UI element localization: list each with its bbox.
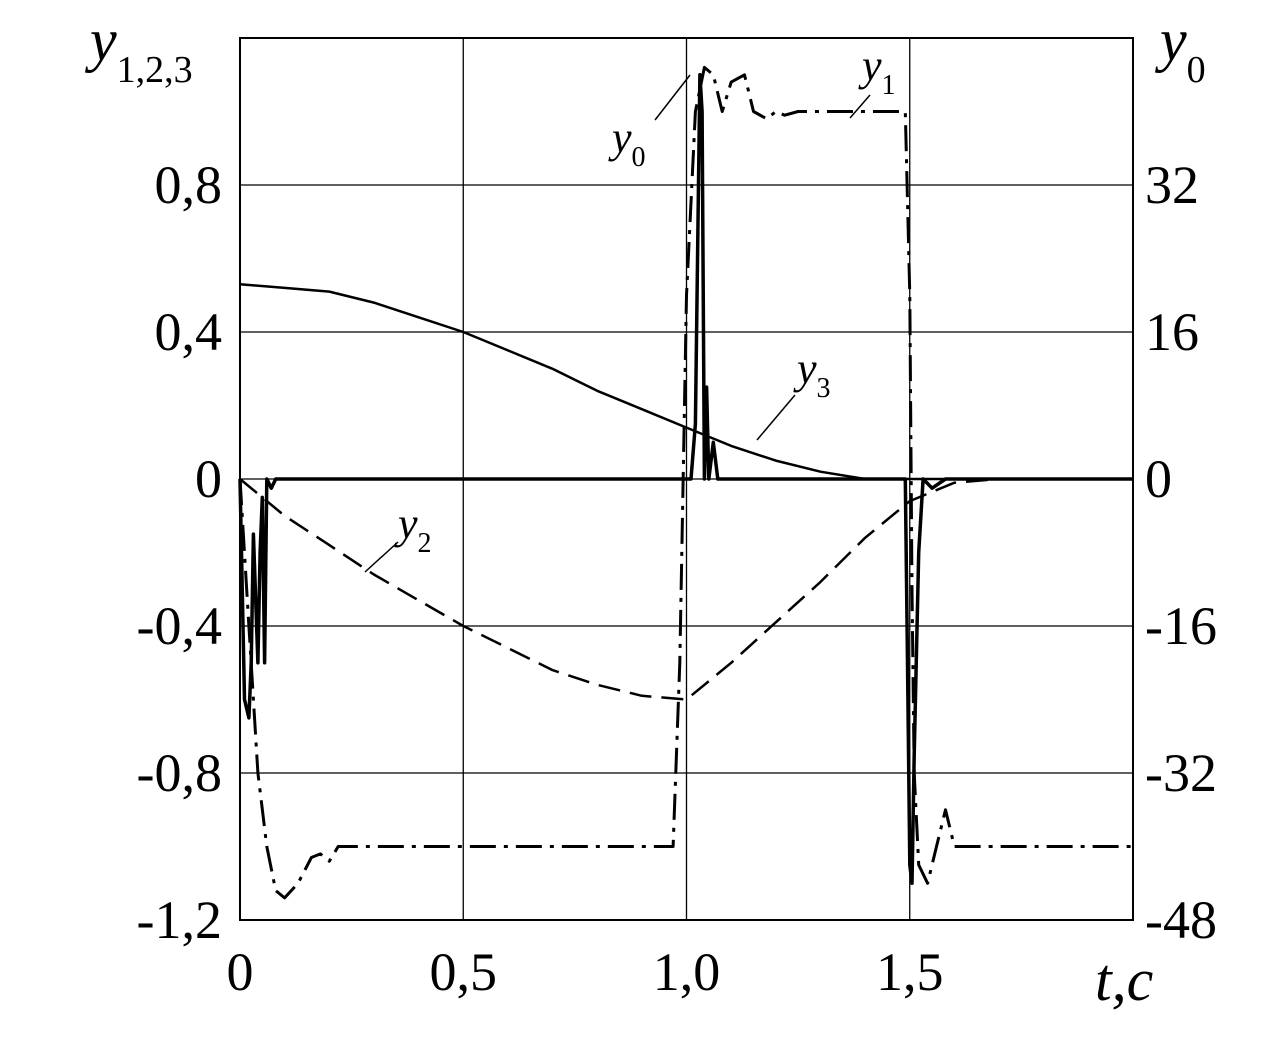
y-left-tick-label: -0,8 <box>137 743 222 803</box>
series-y2-line <box>239 477 1133 701</box>
series-y2-leader <box>364 541 399 573</box>
y-left-tick-label: 0,8 <box>155 155 223 215</box>
tick-labels: 0 0,5 1,0 1,5 0,8 0,4 0 -0,4 -0,8 -1,2 32 16 0 -16 -32… <box>137 155 1217 1002</box>
y-left-tick-label: -1,2 <box>137 890 222 950</box>
series-y1-leader <box>849 94 871 119</box>
y-right-tick-label: -16 <box>1145 596 1217 656</box>
y-right-tick-label: 0 <box>1145 449 1172 509</box>
x-axis-title-sep: , <box>1112 947 1127 1013</box>
x-tick-label: 0 <box>227 942 254 1002</box>
series-y2-label: y2 <box>394 499 432 559</box>
y-right-axis-title-sub: 0 <box>1187 49 1206 91</box>
y-right-axis-title-main: y <box>1154 7 1187 73</box>
curve-labels: y1 y2 y3 y0 <box>364 41 896 573</box>
series-y0-leader <box>654 74 691 121</box>
y-right-axis-title: y0 <box>1154 7 1206 91</box>
y-left-tick-label: 0 <box>195 449 222 509</box>
x-axis-title: t,c <box>1095 947 1153 1013</box>
y-right-tick-label: -48 <box>1145 890 1217 950</box>
y-left-tick-label: -0,4 <box>137 596 222 656</box>
y-left-axis-title-sub: 1,2,3 <box>117 49 193 91</box>
x-axis-title-main: t <box>1095 947 1113 1013</box>
x-tick-label: 1,0 <box>653 942 721 1002</box>
y-right-tick-label: -32 <box>1145 743 1217 803</box>
series-y0-label: y0 <box>608 113 646 173</box>
series-y1-line <box>238 65 1133 900</box>
y-right-tick-label: 32 <box>1145 155 1199 215</box>
series-layer <box>238 65 1133 900</box>
y-right-tick-label: 16 <box>1145 302 1199 362</box>
y-left-axis-title: y1,2,3 <box>84 7 193 91</box>
series-y3-leader <box>756 394 796 441</box>
y-left-axis-title-main: y <box>84 7 117 73</box>
x-axis-title-unit: c <box>1127 947 1154 1013</box>
x-tick-label: 0,5 <box>430 942 498 1002</box>
x-tick-label: 1,5 <box>876 942 944 1002</box>
series-y0-line <box>238 73 1133 886</box>
series-y3-label: y3 <box>793 344 831 404</box>
series-y1-label: y1 <box>858 41 896 101</box>
y-left-tick-label: 0,4 <box>155 302 223 362</box>
